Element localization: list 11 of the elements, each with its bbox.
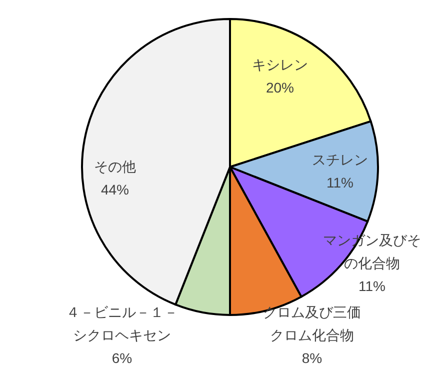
slice-label: キシレン: [252, 56, 308, 72]
data-label: 8%: [302, 350, 322, 366]
slice-label: マンガン及びその化合物: [323, 232, 421, 271]
slice-label: その他: [94, 158, 136, 174]
data-label: 11%: [326, 174, 354, 190]
slice-label: ４－ビニル－１－シクロヘキセン: [66, 304, 178, 343]
data-label: 6%: [112, 350, 132, 366]
data-label: 11%: [358, 278, 386, 294]
slice-label: スチレン: [312, 152, 368, 168]
data-label: 44%: [100, 182, 130, 198]
data-label: 20%: [266, 80, 294, 96]
